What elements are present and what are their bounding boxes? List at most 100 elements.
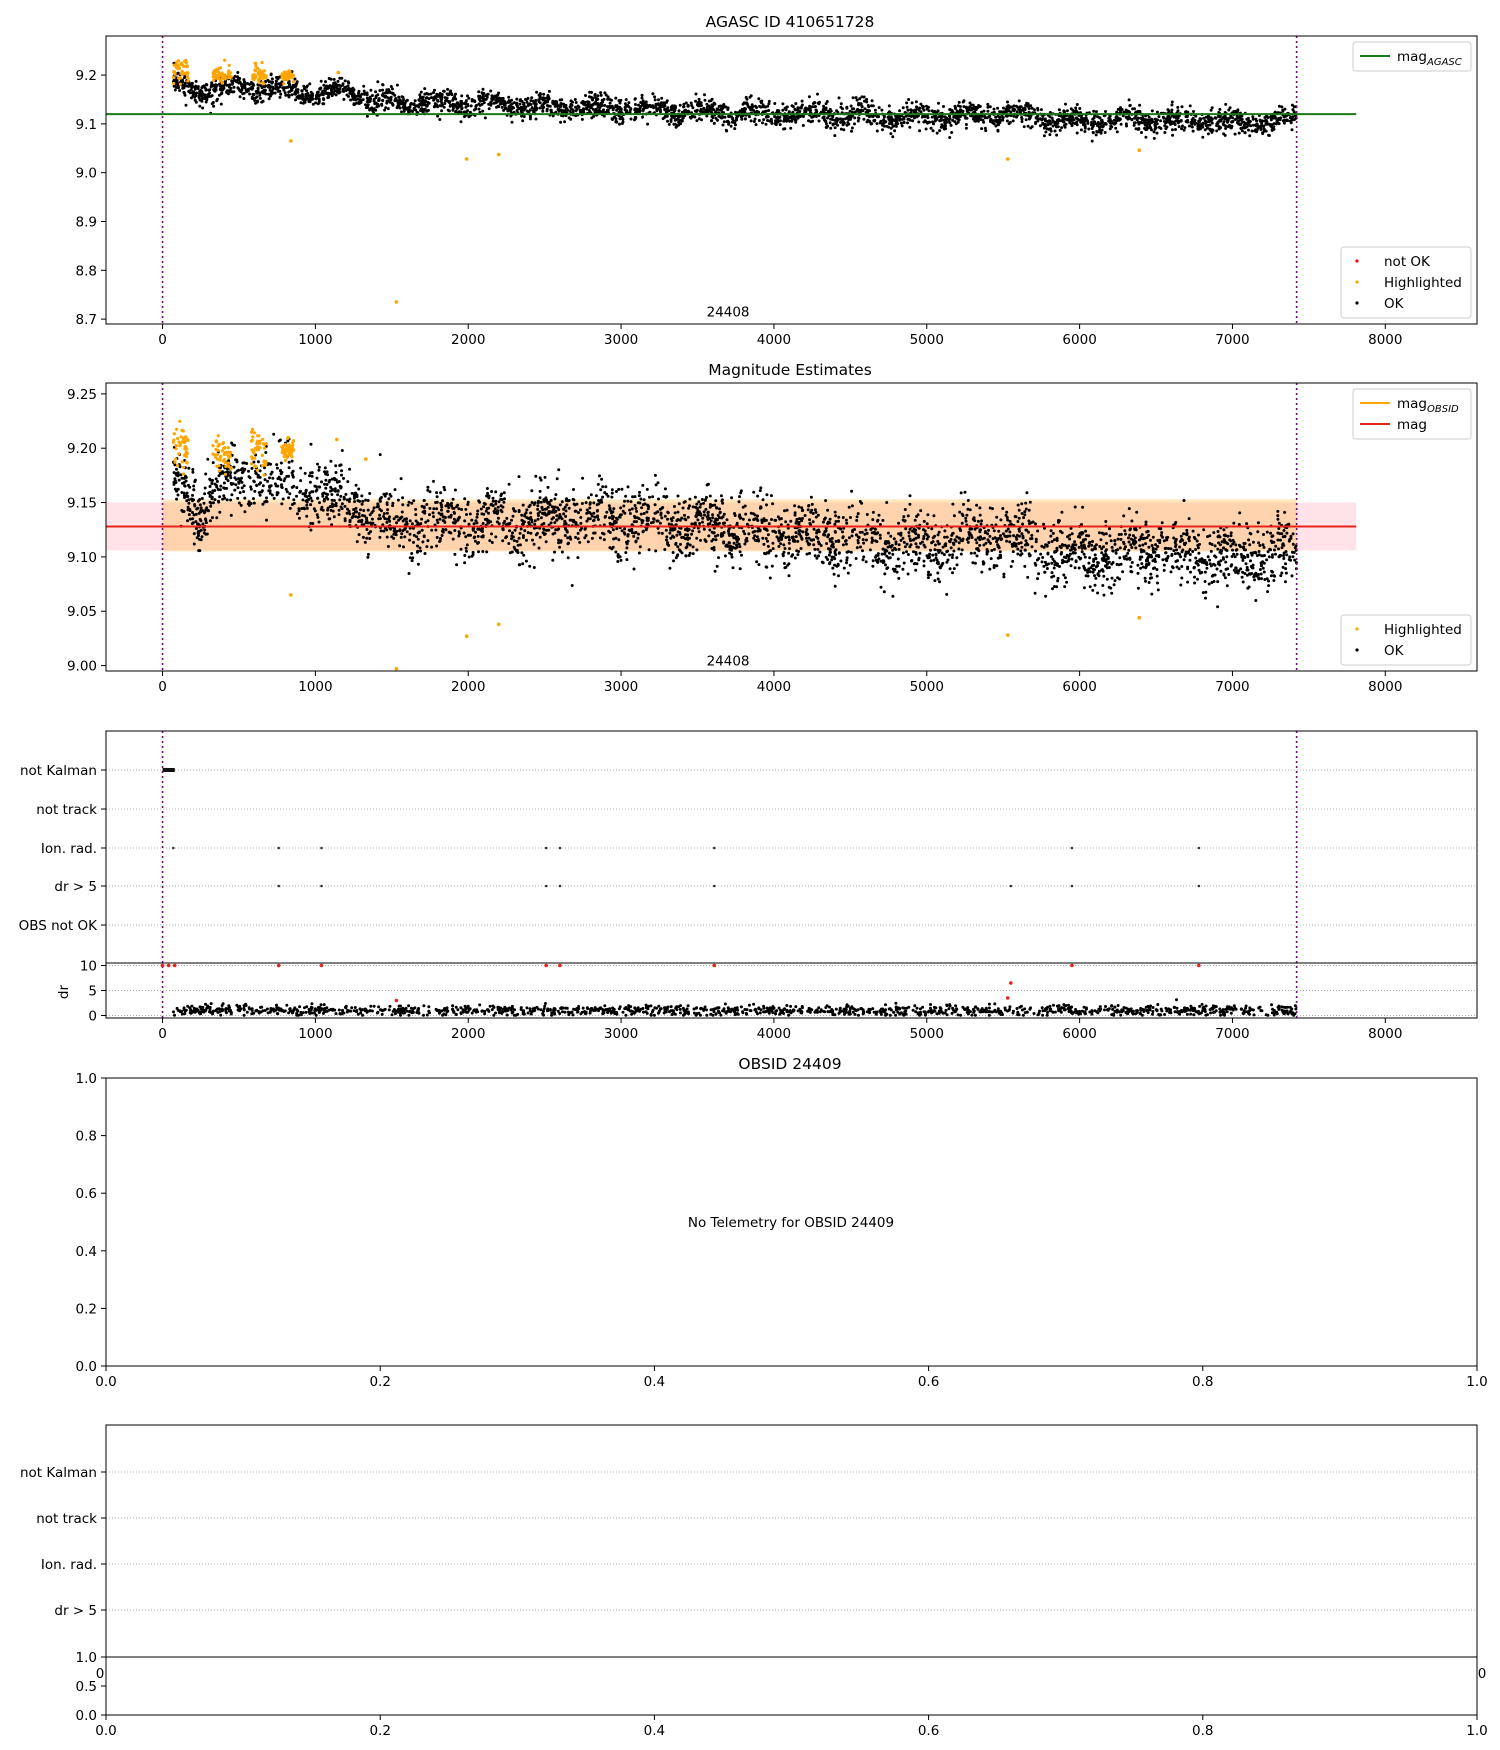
ok-point — [339, 494, 343, 498]
ok-point — [529, 115, 532, 119]
ok-point — [211, 101, 215, 104]
ok-point — [1204, 123, 1208, 127]
highlighted-point — [177, 76, 181, 80]
ok-point — [324, 80, 327, 84]
ok-point — [885, 501, 889, 504]
ok-point — [1112, 583, 1116, 587]
ok-point — [322, 83, 326, 87]
ok-point — [698, 522, 702, 525]
ok-point — [510, 518, 513, 522]
ok-point — [569, 107, 573, 110]
ok-point — [680, 110, 684, 114]
x-tick-label: 4000 — [757, 332, 791, 348]
ok-point — [1075, 131, 1079, 135]
ok-point — [373, 102, 377, 106]
ok-point — [628, 508, 632, 512]
ok-point — [529, 99, 533, 103]
ok-point — [1182, 542, 1186, 545]
ok-point — [265, 500, 269, 504]
highlighted-point — [497, 152, 501, 157]
ok-point — [608, 98, 612, 101]
ok-point — [1196, 127, 1200, 131]
ok-point — [320, 91, 324, 95]
ok-point — [502, 521, 506, 525]
ok-point — [1041, 122, 1045, 126]
ok-point — [489, 89, 493, 93]
ok-point — [314, 101, 318, 105]
ok-point — [872, 119, 876, 123]
ok-point — [822, 115, 826, 119]
ok-point — [1265, 530, 1269, 534]
ok-point — [191, 470, 195, 474]
ok-point — [345, 498, 349, 502]
ok-point — [851, 107, 854, 111]
ok-point — [316, 515, 320, 519]
ok-point — [771, 529, 775, 533]
ok-point — [837, 515, 841, 519]
axes-frame — [105, 35, 1478, 325]
ok-point — [689, 116, 693, 120]
ok-point — [1147, 545, 1151, 549]
ok-point — [781, 534, 785, 537]
ok-point — [453, 488, 457, 492]
ok-point — [455, 563, 459, 567]
ok-point — [606, 97, 610, 101]
x-tick-label: 3000 — [604, 332, 638, 348]
ok-point — [1272, 579, 1276, 582]
ok-point — [585, 107, 589, 111]
ok-point — [310, 97, 314, 101]
ok-point — [210, 83, 214, 87]
ok-point — [263, 88, 267, 92]
ok-point — [862, 541, 866, 545]
highlighted-point — [184, 58, 188, 63]
ok-point — [1237, 119, 1241, 123]
ok-point — [1045, 567, 1049, 570]
ok-point — [1034, 540, 1038, 544]
ok-point — [366, 103, 370, 107]
ok-point — [764, 122, 768, 126]
ok-point — [889, 534, 893, 538]
ok-point — [521, 119, 525, 123]
ok-point — [460, 94, 464, 98]
ok-point — [521, 503, 525, 507]
ok-point — [194, 100, 198, 104]
ok-point — [1269, 118, 1273, 122]
ok-point — [735, 116, 739, 120]
ok-point — [271, 87, 275, 91]
highlighted-point — [464, 157, 469, 161]
ok-point — [1188, 124, 1191, 128]
ok-point — [230, 482, 234, 486]
ok-point — [508, 100, 512, 104]
ok-point — [1091, 124, 1095, 128]
ok-point — [943, 535, 947, 539]
ok-point — [362, 84, 366, 88]
ok-point — [187, 513, 191, 517]
ok-point — [787, 574, 791, 578]
ok-point — [586, 540, 590, 544]
ok-point — [551, 114, 555, 118]
ok-point — [950, 131, 954, 134]
ok-point — [1105, 577, 1109, 581]
ok-point — [464, 105, 468, 109]
ok-point — [884, 563, 887, 567]
ok-point — [188, 83, 192, 87]
ok-point — [368, 537, 372, 540]
ok-point — [1230, 120, 1234, 124]
ok-point — [860, 501, 864, 505]
ok-point — [210, 516, 214, 520]
ok-point — [588, 501, 592, 505]
ok-point — [329, 91, 333, 95]
highlighted-point — [394, 300, 399, 304]
ok-point — [1005, 109, 1009, 113]
ok-point — [229, 513, 233, 517]
ok-point — [956, 120, 960, 124]
ok-point — [653, 473, 657, 477]
ok-point — [533, 522, 537, 526]
ok-point — [257, 482, 261, 486]
ok-point — [454, 92, 457, 96]
ok-point — [1155, 131, 1159, 135]
ok-point — [260, 100, 264, 104]
ok-point — [381, 92, 385, 96]
ok-point — [270, 81, 274, 85]
ok-point — [481, 109, 485, 113]
